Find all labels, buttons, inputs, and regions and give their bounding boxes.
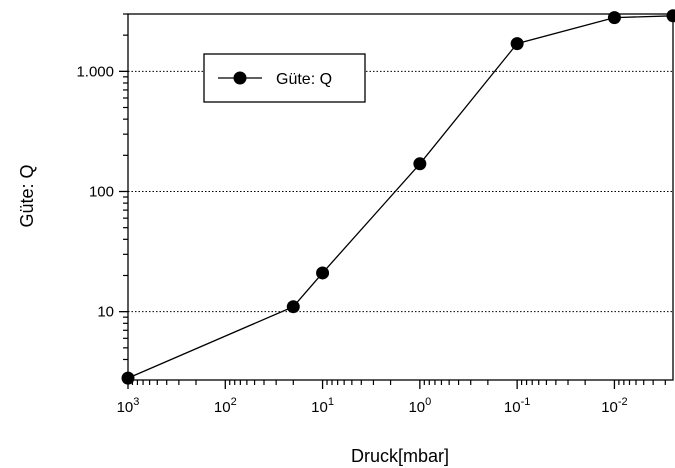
x-tick-exponent: 0 [425,396,431,408]
x-tick-base: 10 [311,399,328,416]
data-point [286,300,300,314]
x-tick-label: 101 [311,396,334,416]
legend: Güte: Q [203,53,366,103]
x-tick-label: 103 [117,396,140,416]
x-tick-base: 10 [504,399,521,416]
y-tick-label: 10 [97,304,114,321]
x-tick-label: 10-2 [601,396,627,416]
x-axis-title: Druck[mbar] [351,446,449,466]
y-tick-label: 100 [89,184,114,201]
y-axis-title: Güte: Q [17,164,37,227]
minor-ticks [123,13,666,385]
x-tick-label: 100 [408,396,431,416]
data-point [413,157,427,171]
x-tick-exponent: 2 [231,396,237,408]
series-layer [121,9,675,385]
data-point [666,9,675,23]
x-tick-base: 10 [117,399,134,416]
x-tick-exponent: -2 [618,396,628,408]
x-tick-base: 10 [408,399,425,416]
x-tick-base: 10 [214,399,231,416]
x-tick-exponent: -1 [521,396,531,408]
plot-frame [127,13,674,381]
y-tick-label: 1.000 [76,63,114,80]
x-tick-exponent: 3 [133,396,139,408]
legend-label: Güte: Q [276,71,332,88]
major-ticks [119,70,616,389]
x-tick-label: 102 [214,396,237,416]
grid-lines [128,70,673,313]
x-tick-exponent: 1 [328,396,334,408]
data-point [510,37,524,51]
data-point [607,11,621,25]
data-point [316,266,330,280]
x-tick-base: 10 [601,399,618,416]
legend-marker [233,71,247,85]
x-tick-label: 10-1 [504,396,530,416]
